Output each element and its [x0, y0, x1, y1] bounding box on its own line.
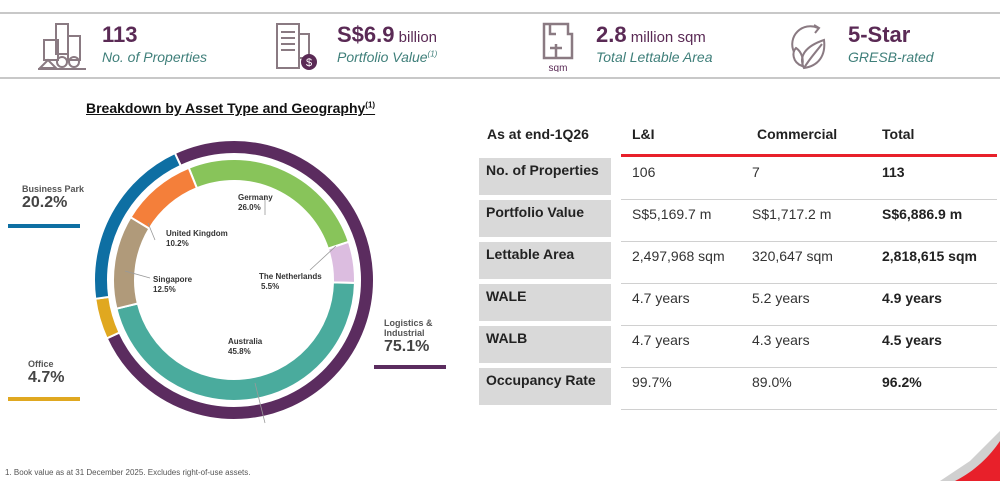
inner-slice-united-kingdom [129, 166, 199, 230]
kpi-value: 5-Star [848, 22, 911, 47]
divider-top [0, 12, 1000, 14]
row-separator [621, 283, 997, 284]
row-separator [621, 325, 997, 326]
table-cell: 5.2 years [752, 290, 810, 306]
row-separator [621, 241, 997, 242]
legend-bar-business-park [8, 224, 80, 228]
kpi-caption: GRESB-rated [848, 49, 934, 65]
row-label: Lettable Area [479, 242, 611, 279]
header-accent-line [621, 154, 997, 157]
row-label: Portfolio Value [479, 200, 611, 237]
table-cell: S$6,886.9 m [882, 206, 963, 222]
svg-text:sqm: sqm [549, 63, 568, 72]
kpi-value: S$6.9 billion [337, 22, 438, 47]
table-cell: 96.2% [882, 374, 922, 390]
label-singapore: Singapore 12.5% [153, 275, 193, 294]
inner-slice-the-netherlands [326, 240, 356, 284]
label-united-kingdom: United Kingdom 10.2% [166, 229, 228, 248]
row-separator [621, 199, 997, 200]
table-cell: S$5,169.7 m [632, 206, 712, 222]
row-label: WALE [479, 284, 611, 321]
col-header-commercial: Commercial [757, 126, 838, 142]
label-germany: Germany 26.0% [238, 193, 273, 212]
donut-chart [93, 139, 375, 424]
building-dollar-icon: $ [276, 23, 317, 70]
label-netherlands: The Netherlands 5.5% [259, 272, 322, 291]
row-label: WALB [479, 326, 611, 363]
table-cell: 4.7 years [632, 332, 690, 348]
kpi-caption: Portfolio Value(1) [337, 49, 438, 65]
footnote: 1. Book value as at 31 December 2025. Ex… [5, 468, 251, 477]
brand-swoosh-graphic [940, 431, 1000, 481]
leader-line [309, 245, 337, 271]
outer-slice-business-park [93, 151, 183, 300]
row-separator [621, 409, 997, 410]
legend-logistics-industrial: Logistics & Industrial 75.1% [384, 318, 433, 355]
legend-bar-logistics-industrial [374, 365, 446, 369]
table-cell: 320,647 sqm [752, 248, 833, 264]
legend-bar-office [8, 397, 80, 401]
table-cell: 113 [882, 164, 905, 180]
chart-title: Breakdown by Asset Type and Geography(1) [86, 100, 376, 116]
kpi-value: 113 [102, 22, 138, 47]
leader-line [124, 270, 151, 279]
table-cell: 7 [752, 164, 760, 180]
divider-kpi [0, 77, 1000, 79]
table-cell: 4.3 years [752, 332, 810, 348]
floorplan-sqm-icon: sqm [542, 22, 574, 72]
legend-office: Office 4.7% [28, 359, 65, 386]
legend-business-park: Business Park 20.2% [22, 184, 85, 211]
row-separator [621, 367, 997, 368]
table-cell: 2,818,615 sqm [882, 248, 977, 264]
table-cell: 99.7% [632, 374, 672, 390]
table-cell: 89.0% [752, 374, 792, 390]
table-cell: 4.9 years [882, 290, 942, 306]
kpi-value: 2.8 million sqm [596, 22, 706, 47]
col-header-li: L&I [632, 126, 655, 142]
kpi-caption: No. of Properties [102, 49, 208, 65]
label-australia: Australia 45.8% [228, 337, 263, 356]
table-cell: 106 [632, 164, 656, 180]
leaf-recycle-icon [791, 24, 826, 70]
leader-line [147, 222, 156, 241]
leader-line [254, 382, 266, 424]
svg-text:$: $ [306, 57, 312, 69]
table-cell: 4.7 years [632, 290, 690, 306]
buildings-icon [38, 23, 86, 70]
col-header-total: Total [882, 126, 915, 142]
row-label: Occupancy Rate [479, 368, 611, 405]
table-cell: 2,497,968 sqm [632, 248, 725, 264]
row-label: No. of Properties [479, 158, 611, 195]
table-corner: As at end-1Q26 [487, 126, 589, 142]
kpi-caption: Total Lettable Area [596, 49, 713, 65]
table-cell: S$1,717.2 m [752, 206, 832, 222]
table-cell: 4.5 years [882, 332, 942, 348]
